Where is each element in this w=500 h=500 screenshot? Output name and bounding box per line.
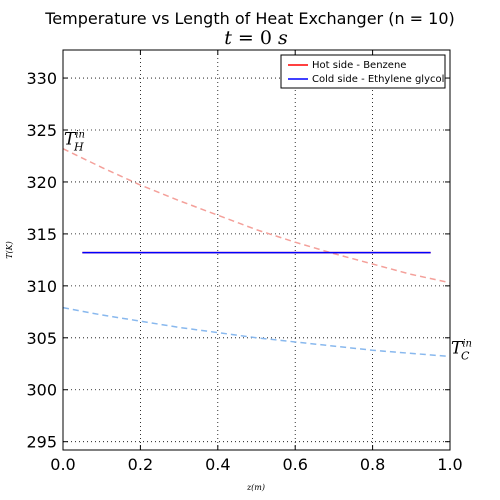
subtitle-unit: s bbox=[278, 27, 288, 49]
x-axis-label: z(m) bbox=[246, 483, 265, 492]
y-tick-label: 325 bbox=[26, 121, 57, 140]
y-tick-label: 310 bbox=[26, 277, 57, 296]
y-axis-label: T(K) bbox=[5, 241, 14, 259]
x-tick-label: 0.4 bbox=[205, 455, 230, 474]
chart-title: Temperature vs Length of Heat Exchanger … bbox=[44, 9, 455, 28]
x-tick-label: 1.0 bbox=[437, 455, 462, 474]
subtitle-var: t bbox=[224, 27, 232, 49]
reference-curve-0 bbox=[62, 148, 451, 284]
y-tick-label: 295 bbox=[26, 433, 57, 452]
subtitle-eq: = 0 bbox=[232, 27, 278, 49]
y-tick-labels: 295 300 305 310 315 320 325 330 bbox=[26, 69, 57, 452]
axis-ticks bbox=[62, 50, 451, 450]
x-tick-label: 0.8 bbox=[360, 455, 385, 474]
legend-box bbox=[280, 54, 446, 89]
legend: Hot side - Benzene Cold side - Ethylene … bbox=[280, 54, 446, 89]
x-tick-label: 0.6 bbox=[282, 455, 307, 474]
chart-subtitle: t = 0 s bbox=[224, 27, 288, 49]
y-tick-label: 330 bbox=[26, 69, 57, 88]
reference-curve-1 bbox=[62, 306, 451, 358]
plot-frame bbox=[62, 49, 451, 451]
annotation-layer: Tin H Tin C bbox=[64, 130, 472, 363]
legend-label-cold: Cold side - Ethylene glycol bbox=[312, 74, 444, 85]
x-tick-labels: 0.0 0.2 0.4 0.6 0.8 1.0 bbox=[50, 455, 462, 474]
x-tick-label: 0.0 bbox=[50, 455, 75, 474]
annotation-C: Tin C bbox=[451, 338, 472, 362]
y-tick-label: 305 bbox=[26, 329, 57, 348]
reference-curves bbox=[62, 148, 451, 358]
x-tick-label: 0.2 bbox=[128, 455, 153, 474]
grid bbox=[63, 50, 450, 450]
y-tick-label: 315 bbox=[26, 225, 57, 244]
y-tick-label: 300 bbox=[26, 381, 57, 400]
annotation-H: Tin H bbox=[64, 130, 85, 154]
legend-label-hot: Hot side - Benzene bbox=[312, 60, 406, 71]
y-tick-label: 320 bbox=[26, 173, 57, 192]
